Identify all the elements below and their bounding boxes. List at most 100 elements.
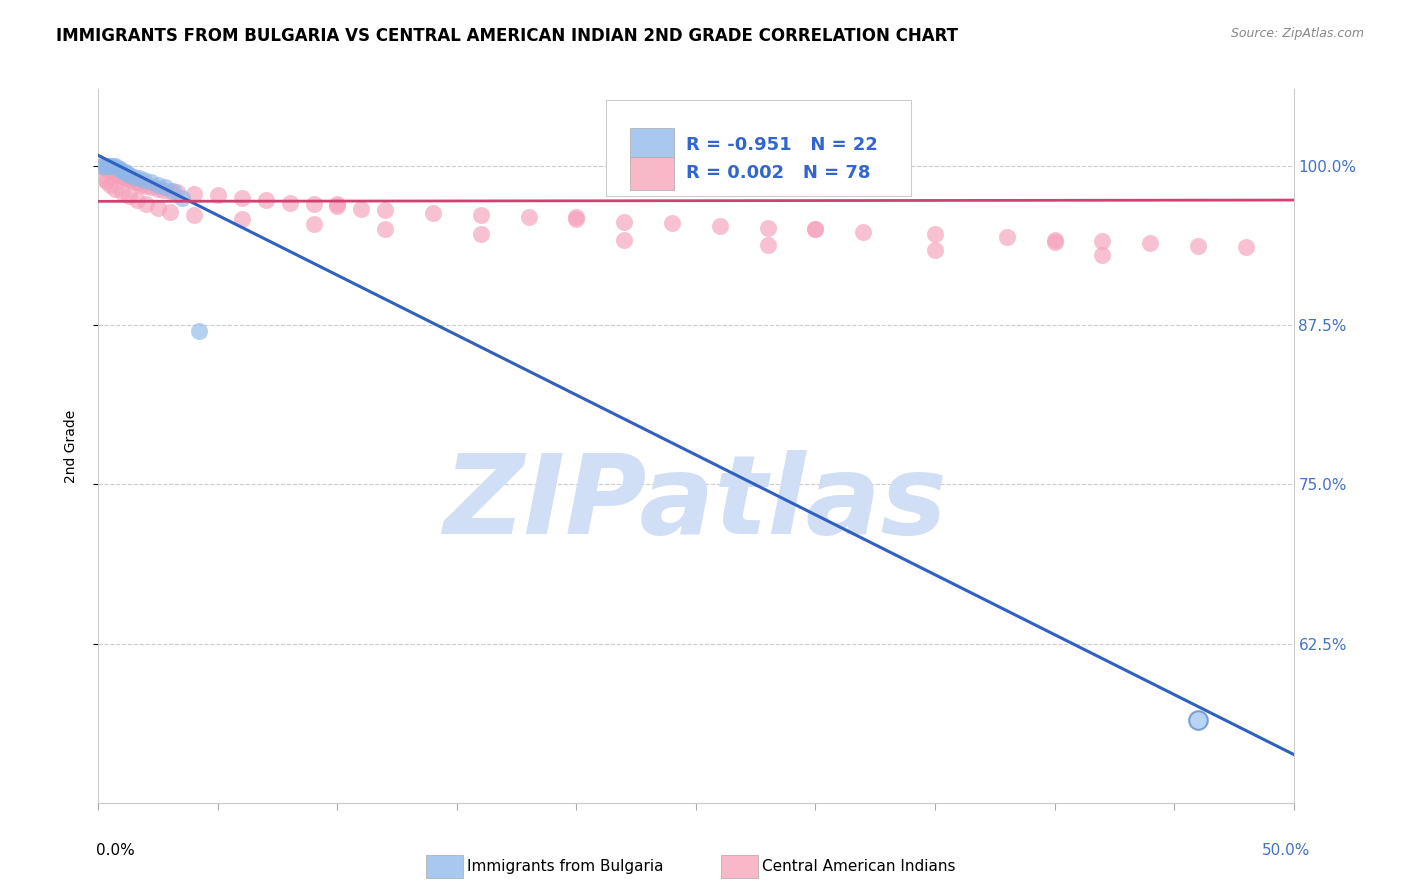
Text: Source: ZipAtlas.com: Source: ZipAtlas.com — [1230, 27, 1364, 40]
Point — [98, 162, 122, 177]
Point — [470, 227, 492, 242]
Point — [108, 168, 131, 182]
Point — [115, 171, 138, 186]
Point — [125, 175, 148, 189]
Point — [756, 237, 779, 252]
Point — [98, 159, 122, 173]
Point — [162, 184, 184, 198]
Point — [302, 197, 325, 211]
Point — [756, 221, 779, 235]
Point — [231, 212, 253, 227]
Point — [94, 159, 117, 173]
Point — [124, 174, 146, 188]
Point — [118, 189, 141, 203]
Point — [97, 161, 120, 176]
Point — [148, 181, 170, 195]
Point — [132, 172, 155, 186]
Point — [1091, 248, 1114, 262]
Text: Immigrants from Bulgaria: Immigrants from Bulgaria — [467, 859, 664, 873]
Text: 50.0%: 50.0% — [1263, 843, 1310, 858]
Text: ZIPatlas: ZIPatlas — [444, 450, 948, 557]
Point — [565, 210, 588, 224]
Point — [128, 177, 150, 191]
Point — [159, 184, 181, 198]
Point — [97, 162, 120, 177]
Point — [565, 212, 588, 227]
Point — [183, 186, 205, 201]
Point — [613, 233, 636, 247]
Text: R = 0.002   N = 78: R = 0.002 N = 78 — [686, 164, 870, 182]
Point — [159, 204, 181, 219]
Point — [326, 197, 349, 211]
Point — [995, 230, 1018, 244]
Point — [326, 199, 349, 213]
Point — [517, 210, 540, 224]
Point — [1043, 233, 1066, 247]
Point — [139, 180, 162, 194]
Point — [131, 178, 153, 192]
Point — [107, 168, 129, 182]
Point — [111, 163, 134, 178]
Point — [111, 169, 134, 183]
Point — [1187, 239, 1209, 253]
Point — [108, 162, 131, 177]
Point — [101, 163, 124, 178]
Point — [118, 168, 141, 182]
Point — [470, 208, 492, 222]
Point — [661, 216, 683, 230]
Point — [207, 188, 229, 202]
Point — [804, 222, 827, 236]
Point — [94, 160, 117, 174]
Point — [101, 165, 124, 179]
Text: Central American Indians: Central American Indians — [762, 859, 956, 873]
Point — [1187, 713, 1209, 727]
FancyBboxPatch shape — [630, 128, 675, 161]
Point — [114, 165, 136, 179]
Point — [125, 193, 148, 207]
Point — [254, 193, 277, 207]
Text: IMMIGRANTS FROM BULGARIA VS CENTRAL AMERICAN INDIAN 2ND GRADE CORRELATION CHART: IMMIGRANTS FROM BULGARIA VS CENTRAL AMER… — [56, 27, 959, 45]
Point — [152, 183, 174, 197]
Point — [118, 172, 141, 186]
Point — [107, 166, 129, 180]
Point — [278, 195, 301, 210]
Point — [350, 202, 373, 216]
Point — [155, 180, 177, 194]
Point — [91, 159, 114, 173]
Point — [1091, 234, 1114, 248]
Point — [98, 163, 122, 178]
Point — [804, 222, 827, 236]
Point — [1043, 235, 1066, 249]
Point — [374, 222, 396, 236]
Point — [374, 203, 396, 218]
Point — [172, 190, 194, 204]
Point — [148, 178, 170, 192]
Point — [104, 159, 127, 173]
Point — [90, 159, 112, 173]
Point — [1234, 240, 1257, 254]
Text: 0.0%: 0.0% — [96, 843, 135, 858]
Point — [422, 206, 444, 220]
Point — [128, 171, 150, 186]
Point — [183, 208, 205, 222]
Point — [231, 190, 253, 204]
Point — [91, 171, 114, 186]
Point — [97, 159, 120, 173]
Point — [104, 181, 127, 195]
Point — [115, 166, 138, 180]
Point — [114, 170, 136, 185]
Point — [94, 174, 117, 188]
Point — [101, 159, 124, 173]
Point — [124, 170, 146, 185]
Point — [104, 165, 127, 179]
Point — [139, 175, 162, 189]
Y-axis label: 2nd Grade: 2nd Grade — [63, 409, 77, 483]
Text: R = -0.951   N = 22: R = -0.951 N = 22 — [686, 136, 879, 153]
Point — [135, 179, 157, 194]
Point — [166, 186, 188, 200]
Point — [924, 243, 946, 257]
Point — [148, 201, 170, 215]
Point — [1139, 236, 1161, 251]
Point — [135, 197, 157, 211]
Point — [94, 161, 117, 176]
